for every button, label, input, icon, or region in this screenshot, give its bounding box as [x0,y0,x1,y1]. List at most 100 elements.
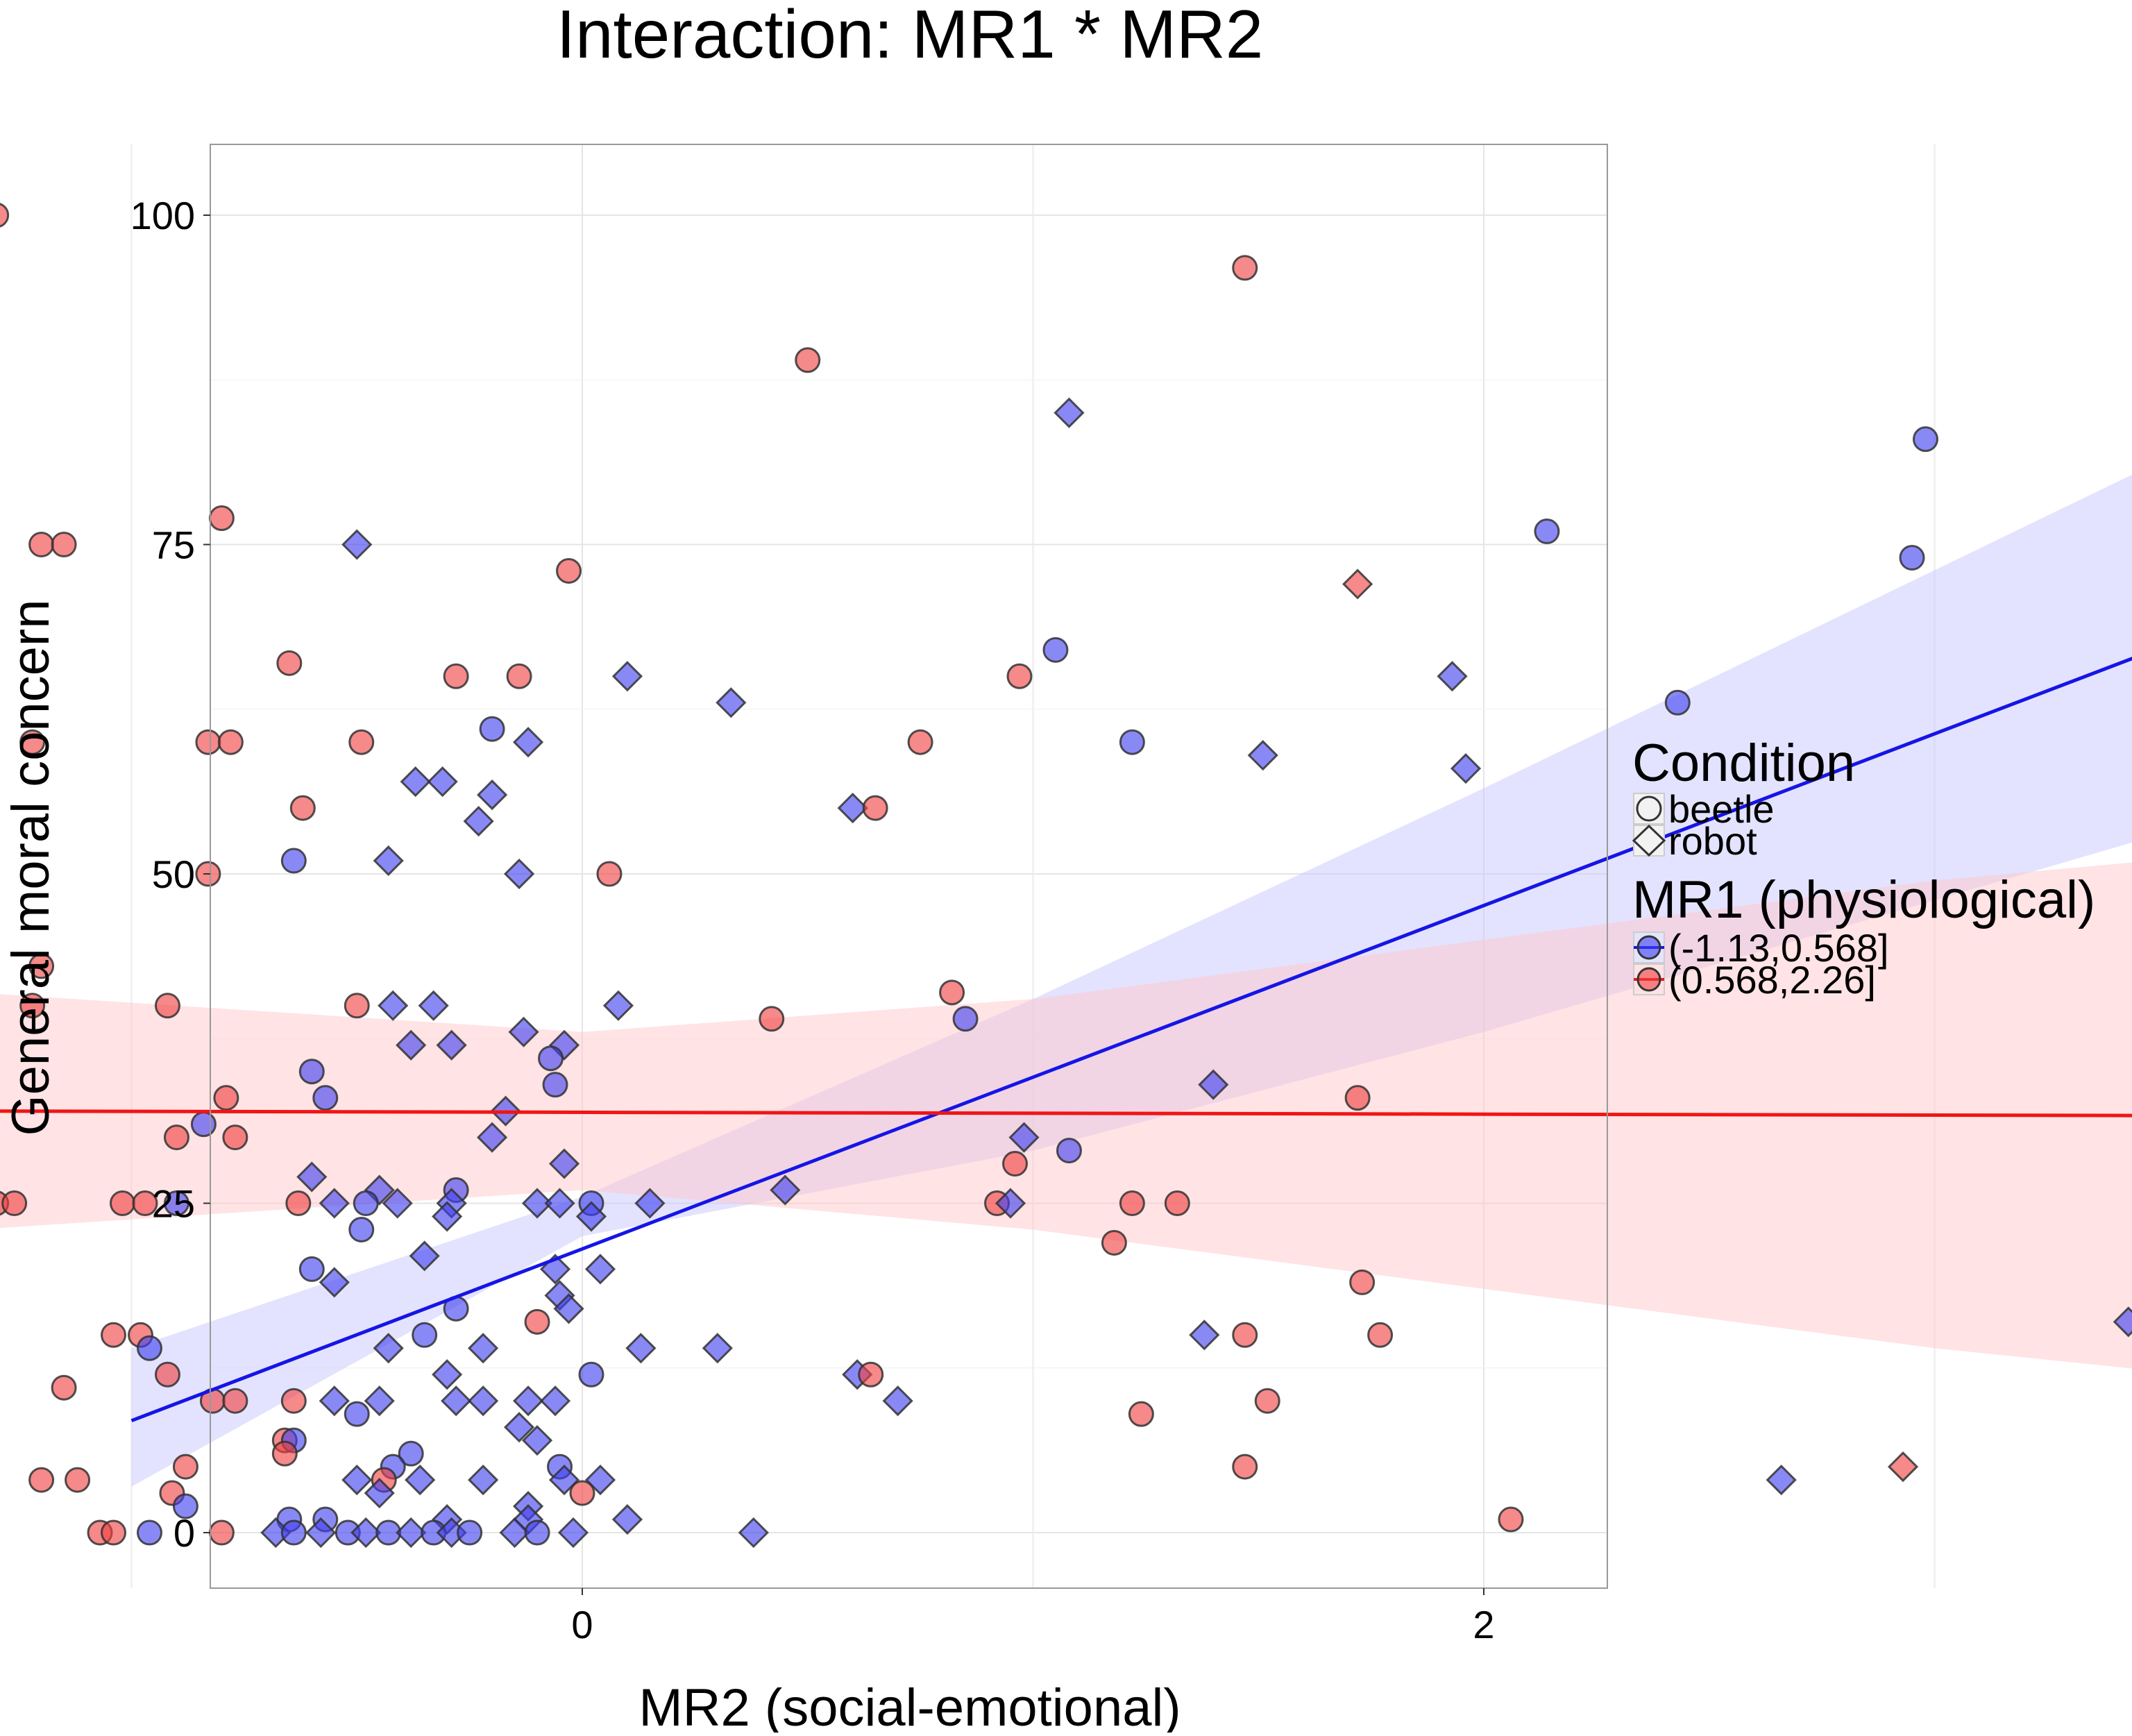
legend-mr1-low-circle-icon [1638,936,1660,959]
point-circle [30,533,53,557]
point-circle [345,994,369,1018]
point-circle [350,730,373,754]
point-circle [30,1468,53,1492]
x-tick-label: 0 [571,1603,593,1646]
point-circle [859,1363,883,1386]
point-circle [1255,1389,1279,1413]
point-circle [1233,1323,1257,1347]
point-circle [291,796,314,820]
legend-key-robot [1634,825,1664,856]
point-circle [52,533,76,557]
point-circle [579,1363,603,1386]
point-circle [287,1192,310,1215]
point-circle [278,651,301,675]
point-circle [210,1521,233,1544]
point-circle [282,1521,305,1544]
point-circle [908,730,932,754]
point-circle [282,849,305,873]
point-circle [480,717,504,741]
x-axis-title: MR2 (social-emotional) [638,1678,1181,1733]
point-circle [1666,691,1689,714]
point-circle [444,664,468,688]
point-circle [350,1217,373,1241]
point-circle [458,1521,482,1544]
y-tick-label: 0 [174,1511,195,1555]
point-circle [210,507,233,530]
point-circle [1057,1139,1081,1163]
point-circle [863,796,887,820]
point-circle [219,730,242,754]
y-axis-title: General moral concern [1,599,60,1136]
point-circle [1120,730,1144,754]
point-circle [52,1376,76,1399]
point-circle [1346,1086,1369,1110]
point-circle [155,994,179,1018]
legend-mr1-high-circle-icon [1638,968,1660,991]
point-circle [1351,1270,1374,1294]
point-circle [1914,428,1938,451]
point-circle [102,1521,126,1544]
point-circle [214,1086,238,1110]
legend-condition-title: Condition [1632,734,1855,793]
y-tick-label: 50 [152,852,195,896]
point-circle [164,1126,188,1149]
point-circle [66,1468,90,1492]
y-tick-label: 25 [152,1182,195,1226]
point-circle [111,1192,135,1215]
x-axis-ticks: 024 [571,1588,2132,1646]
point-circle [1369,1323,1392,1347]
point-circle [300,1060,323,1084]
point-circle [192,1113,215,1136]
point-circle [507,664,531,688]
point-circle [273,1442,296,1465]
point-circle [345,1402,369,1426]
y-tick-label: 100 [130,194,195,237]
point-circle [525,1521,549,1544]
legend-key-beetle [1634,793,1664,824]
point-circle [137,1521,161,1544]
point-diamond [1768,1466,1795,1494]
point-circle [539,1047,563,1070]
legend-label-robot: robot [1668,819,1757,863]
point-circle [1535,520,1559,543]
point-circle [223,1126,247,1149]
point-circle [557,559,581,582]
point-circle [1165,1192,1189,1215]
point-circle [1900,546,1924,569]
point-circle [3,1192,26,1215]
point-circle [223,1389,247,1413]
point-circle [940,981,964,1004]
point-circle [137,1336,161,1360]
point-circle [1129,1402,1153,1426]
point-circle [300,1257,323,1281]
x-tick-label: 2 [1473,1603,1494,1646]
point-circle [954,1007,977,1031]
chart-title: Interaction: MR1 * MR2 [557,0,1263,72]
point-circle [1004,1152,1027,1176]
point-circle [1233,256,1257,280]
y-tick-label: 75 [152,523,195,567]
point-circle [196,730,220,754]
point-circle [1044,638,1067,661]
point-circle [314,1086,337,1110]
point-circle [796,348,820,372]
point-circle [1120,1192,1144,1215]
point-circle [0,203,8,227]
point-circle [413,1323,437,1347]
point-circle [525,1310,549,1333]
point-circle [354,1192,378,1215]
point-circle [155,1363,179,1386]
point-circle [1008,664,1031,688]
point-circle [174,1455,197,1478]
point-circle [570,1481,594,1505]
point-circle [1233,1455,1257,1478]
point-circle [1102,1231,1126,1254]
point-circle [543,1073,567,1097]
point-circle [102,1323,126,1347]
legend-label-mr1-high: (0.568,2.26] [1668,958,1876,1002]
point-circle [1499,1508,1523,1531]
point-circle [598,862,621,886]
point-diamond [1889,1453,1917,1481]
